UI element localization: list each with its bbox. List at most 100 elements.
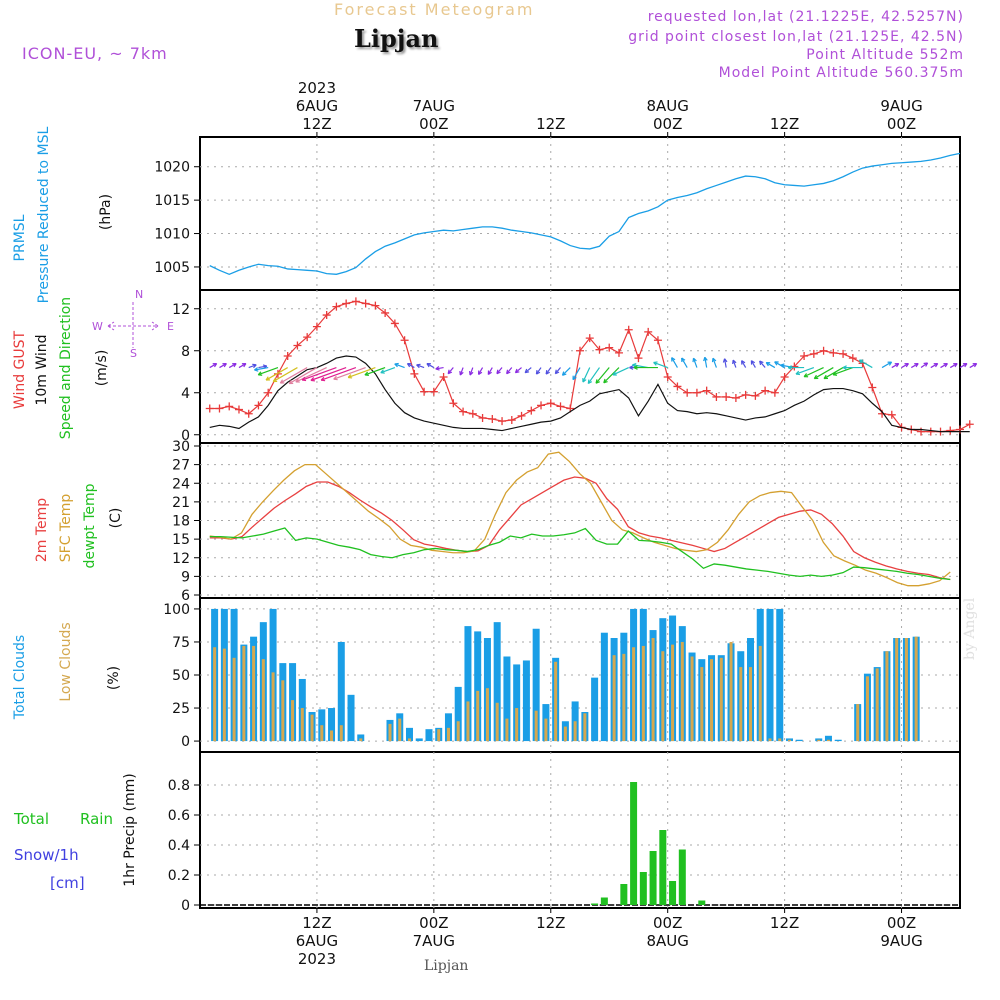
y-tick-label-temp: 24: [172, 476, 190, 492]
gust-marker: [234, 405, 243, 414]
wind-direction-arrowhead: [394, 362, 399, 368]
wind-direction-arrow: [228, 363, 237, 369]
wind-direction-arrow: [704, 357, 708, 368]
gust-marker: [507, 416, 516, 425]
low-cloud-bar: [446, 727, 450, 742]
wind-direction-arrowhead: [572, 375, 577, 381]
gust-marker: [683, 388, 692, 397]
wind-direction-arrowhead: [347, 374, 353, 379]
model-name: ICON-EU, ~ 7km: [22, 44, 168, 63]
low-cloud-bar: [563, 726, 567, 742]
wind-direction-arrowhead: [813, 374, 819, 380]
wind-direction-arrowhead: [272, 377, 278, 383]
low-cloud-bar: [700, 667, 704, 742]
wind-direction-arrow: [671, 357, 678, 368]
low-cloud-bar: [885, 651, 889, 742]
wind-label-gust: Wind GUST: [12, 330, 28, 409]
low-cloud-bar: [778, 738, 782, 742]
wind-direction-arrowhead: [435, 366, 440, 371]
cloud-label-unit: (%): [106, 666, 122, 690]
low-cloud-bar: [875, 668, 879, 742]
temp-line-1: [209, 451, 951, 587]
low-cloud-bar: [749, 667, 753, 742]
wind-direction-arrow: [712, 357, 717, 368]
total-cloud-bar: [405, 727, 413, 742]
low-cloud-bar: [651, 638, 655, 742]
wind-direction-arrow: [832, 366, 854, 376]
wind-direction-arrowhead: [953, 362, 958, 368]
gust-marker: [351, 297, 360, 306]
total-cloud-bar: [600, 632, 608, 742]
y-tick-label-temp: 9: [181, 569, 190, 585]
low-cloud-bar: [729, 641, 733, 742]
y-tick-label-pressure: 1020: [154, 160, 190, 176]
y-tick-label-clouds: 50: [172, 668, 190, 684]
precip-label-unit: 1hr Precip (mm): [122, 773, 138, 886]
wind-direction-arrowhead: [711, 357, 717, 363]
wind-direction-arrow: [969, 363, 977, 369]
wind-direction-arrowhead: [487, 370, 492, 375]
low-cloud-bar: [485, 688, 489, 742]
gust-marker: [917, 427, 926, 436]
low-cloud-bar: [310, 714, 314, 742]
pressure-label-unit: (hPa): [98, 194, 114, 230]
wind-label-direction: Speed and Direction: [58, 297, 74, 439]
low-cloud-bar: [554, 661, 558, 742]
wind-direction-arrowhead: [923, 362, 929, 367]
rain-bar: [620, 884, 628, 905]
wind-direction-arrow: [209, 363, 217, 369]
total-cloud-bar: [454, 686, 462, 742]
top-time-label: 12Z: [302, 115, 331, 133]
gust-marker: [478, 413, 487, 422]
low-cloud-bar: [388, 723, 392, 742]
wind-direction-arrowhead: [933, 362, 939, 368]
gust-marker: [312, 322, 321, 331]
panel-precip: [194, 751, 961, 909]
y-tick-label-wind: 12: [172, 302, 190, 318]
precip-label-snow-unit: [cm]: [50, 874, 85, 892]
bottom-time-label: 00Z: [887, 914, 916, 932]
rain-bar: [639, 872, 647, 905]
y-tick-label-temp: 27: [172, 458, 190, 474]
wind-direction-arrowhead: [842, 365, 847, 370]
wind-direction-arrowhead: [561, 371, 567, 376]
bottom-time-label: 00Z: [419, 914, 448, 932]
wind-direction-arrowhead: [765, 361, 771, 367]
total-cloud-bar: [824, 735, 832, 742]
low-cloud-bar: [544, 718, 548, 742]
gust-marker: [371, 301, 380, 310]
gust-marker: [829, 348, 838, 357]
wind-direction-arrow: [692, 357, 698, 368]
wind-direction-arrow: [724, 358, 727, 368]
gust-marker: [692, 388, 701, 397]
panel-wind: [107, 289, 978, 444]
wind-direction-arrowhead: [671, 357, 676, 362]
wind-direction-arrowhead: [426, 362, 431, 368]
wind-speed-line: [209, 355, 970, 433]
top-time-label: 00Z: [887, 115, 916, 133]
total-cloud-bar: [464, 626, 472, 742]
low-cloud-bar: [320, 725, 324, 742]
wind-direction-arrow: [258, 365, 267, 369]
y-tick-label-clouds: 75: [172, 635, 190, 651]
wind-direction-arrowhead: [222, 362, 227, 368]
low-cloud-bar: [573, 721, 577, 742]
model-point-altitude: Model Point Altitude 560.375m: [718, 65, 964, 81]
wind-direction-arrowhead: [301, 376, 307, 382]
gust-marker: [585, 334, 594, 343]
gust-marker: [848, 354, 857, 363]
low-cloud-bar: [632, 647, 636, 742]
rain-bar: [630, 782, 638, 905]
wind-direction-arrow: [272, 367, 298, 383]
temp-line-0: [209, 476, 951, 581]
wind-direction-arrow: [603, 367, 620, 384]
top-time-label: 2023: [298, 79, 336, 97]
y-tick-label-temp: 18: [172, 514, 190, 530]
low-cloud-bar: [515, 708, 519, 742]
top-time-label: 12Z: [536, 115, 565, 133]
y-tick-label-temp: 15: [172, 532, 190, 548]
low-cloud-bar: [291, 700, 295, 742]
low-cloud-bar: [895, 638, 899, 742]
gust-marker: [498, 417, 507, 426]
